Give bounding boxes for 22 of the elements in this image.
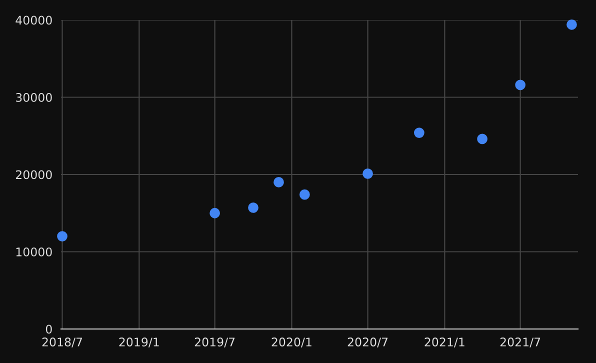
- y-tick-label: 0: [46, 324, 52, 334]
- x-tick-label: 2021/7: [500, 338, 540, 348]
- x-tick-label: 2020/1: [272, 338, 312, 348]
- point: [566, 19, 577, 30]
- y-tick-label: 30000: [16, 92, 52, 102]
- point: [477, 134, 488, 144]
- x-tick-label: 2019/7: [194, 338, 235, 348]
- y-tick-label: 10000: [16, 247, 52, 256]
- point: [274, 177, 284, 188]
- point: [515, 80, 526, 90]
- point: [362, 168, 373, 179]
- point: [57, 231, 68, 242]
- y-tick-label: 40000: [16, 16, 52, 25]
- x-tick-label: 2018/7: [42, 338, 82, 348]
- point: [414, 128, 424, 138]
- x-tick-label: 2020/7: [348, 338, 388, 348]
- x-tick-label: 2021/1: [424, 338, 464, 348]
- point: [299, 189, 310, 200]
- point: [248, 202, 258, 213]
- x-tick-label: 2019/1: [119, 338, 159, 348]
- y-tick-label: 20000: [16, 170, 52, 180]
- point: [210, 208, 220, 218]
